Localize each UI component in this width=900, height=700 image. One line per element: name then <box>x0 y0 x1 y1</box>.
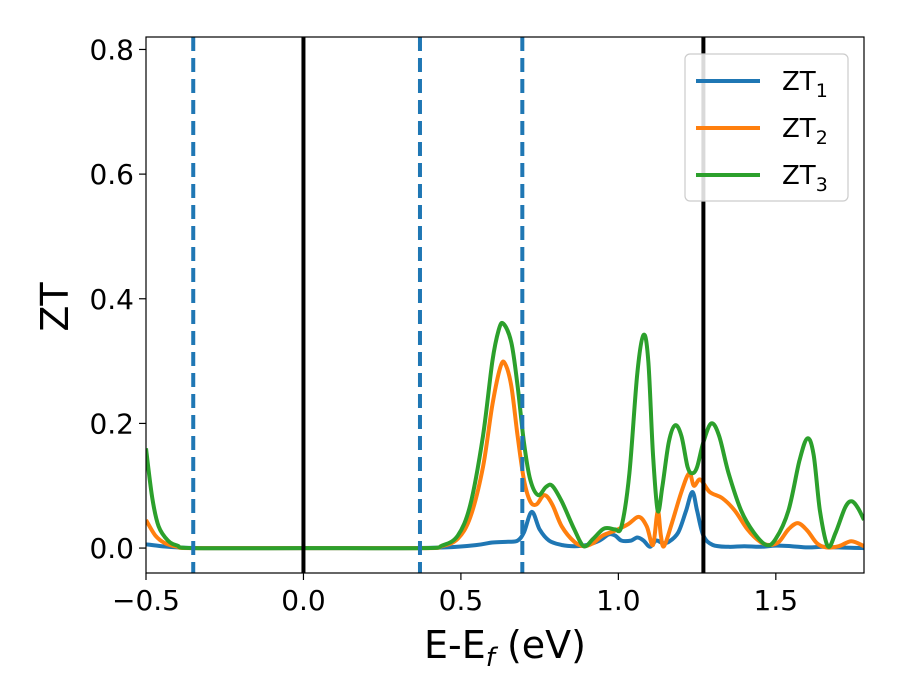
x-tick-label: 1.0 <box>596 584 641 617</box>
x-tick-label: −0.5 <box>112 584 180 617</box>
x-tick-label: 0.5 <box>439 584 484 617</box>
y-tick-label: 0.4 <box>89 283 134 316</box>
y-tick-label: 0.0 <box>89 532 134 565</box>
series-line-3 <box>146 323 864 548</box>
y-tick-label: 0.2 <box>89 407 134 440</box>
y-tick-label: 0.8 <box>89 33 134 66</box>
series-line-2 <box>146 362 864 549</box>
x-tick-label: 0.0 <box>281 584 326 617</box>
x-axis-label-main: E-E <box>424 623 486 667</box>
y-tick-label: 0.6 <box>89 158 134 191</box>
y-axis-label: ZT <box>33 282 77 332</box>
x-axis-label: E-Ef (eV) <box>424 623 586 673</box>
x-tick-label: 1.5 <box>754 584 799 617</box>
x-axis-label-rest: (eV) <box>495 623 586 667</box>
